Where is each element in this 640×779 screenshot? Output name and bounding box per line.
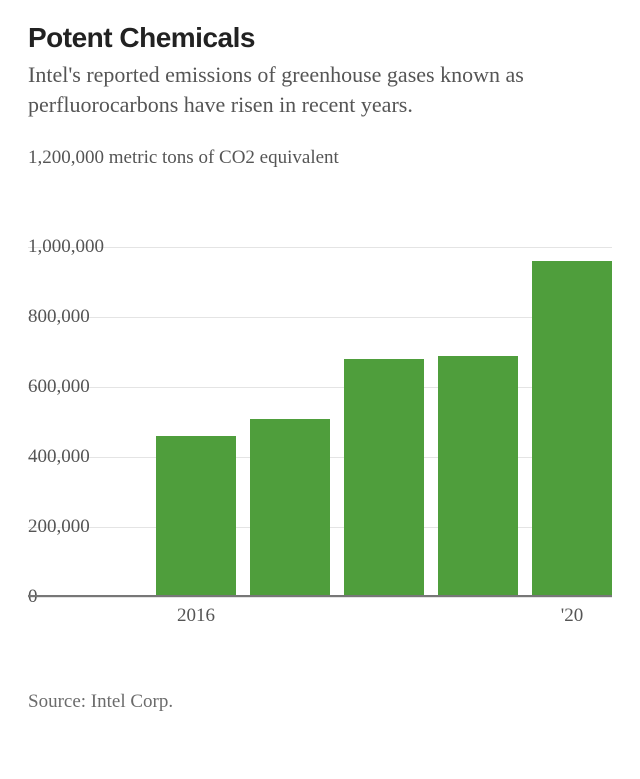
bar <box>438 356 518 598</box>
bar-chart: 0200,000400,000600,000800,0001,000,000 2… <box>28 177 612 635</box>
bars-group <box>156 261 612 597</box>
bar <box>532 261 612 597</box>
x-tick-label: '20 <box>561 605 583 627</box>
y-tick-label: 200,000 <box>28 516 90 538</box>
y-tick-label: 600,000 <box>28 376 90 398</box>
bar <box>250 419 330 598</box>
bar <box>156 436 236 597</box>
x-tick-label: 2016 <box>177 605 215 627</box>
y-tick-label: 800,000 <box>28 306 90 328</box>
chart-subtitle: Intel's reported emissions of greenhouse… <box>28 60 612 119</box>
gridline <box>28 247 612 248</box>
y-tick-label: 1,000,000 <box>28 236 104 258</box>
chart-title: Potent Chemicals <box>28 22 612 54</box>
x-axis: 2016 '20 <box>28 605 612 635</box>
gridline <box>28 597 612 598</box>
bar <box>344 359 424 597</box>
chart-card: Potent Chemicals Intel's reported emissi… <box>0 0 640 733</box>
y-tick-label: 400,000 <box>28 446 90 468</box>
plot-area: 0200,000400,000600,000800,0001,000,000 <box>28 177 612 597</box>
baseline <box>28 595 612 597</box>
y-axis-unit-label: 1,200,000 metric tons of CO2 equivalent <box>28 147 612 169</box>
chart-source: Source: Intel Corp. <box>28 691 612 713</box>
